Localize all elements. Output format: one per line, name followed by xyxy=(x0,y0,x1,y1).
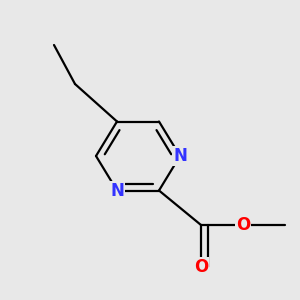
Text: O: O xyxy=(194,258,208,276)
Text: O: O xyxy=(236,216,250,234)
Text: N: N xyxy=(110,182,124,200)
Text: N: N xyxy=(173,147,187,165)
